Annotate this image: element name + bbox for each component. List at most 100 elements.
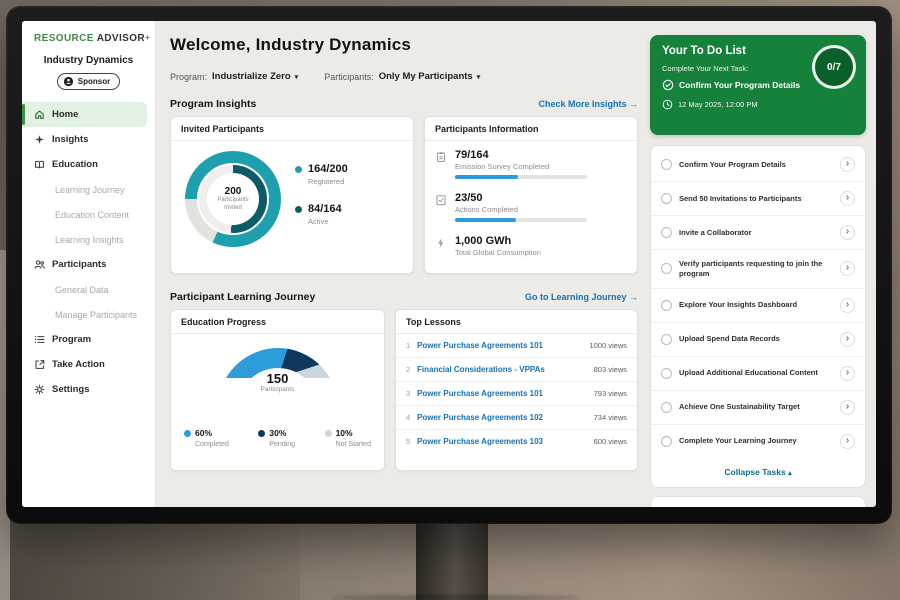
lesson-link[interactable]: Financial Considerations - VPPAs (417, 365, 545, 374)
task-checkbox[interactable] (661, 159, 672, 170)
task-label: Verify participants requesting to join t… (679, 259, 823, 278)
task-row[interactable]: Achieve One Sustainability Target › (651, 391, 865, 425)
legend-label: Not Started (335, 441, 371, 448)
lesson-row[interactable]: 2 Financial Considerations - VPPAs 803 v… (396, 358, 637, 382)
task-label: Explore Your Insights Dashboard (679, 300, 798, 310)
lesson-row[interactable]: 1 Power Purchase Agreements 101 1000 vie… (396, 334, 637, 358)
stat-value: 1,000 GWh (455, 235, 512, 247)
todo-due: 12 May 2025, 12:00 PM (662, 99, 854, 110)
participants-filter-select[interactable]: Only My Participants ▾ (379, 71, 481, 82)
task-row[interactable]: Confirm Your Program Details › (651, 148, 865, 182)
sidebar-item-program[interactable]: Program (22, 327, 155, 352)
sidebar-item-education[interactable]: Education (22, 152, 155, 177)
program-insights-title: Program Insights (170, 98, 257, 110)
participants-filter-label: Participants: (324, 71, 374, 82)
lesson-views: 803 views (593, 365, 627, 374)
task-checkbox[interactable] (661, 435, 672, 447)
education-icon (35, 160, 44, 169)
task-checkbox[interactable] (661, 299, 672, 311)
filters-bar: Program: Industrialize Zero ▾ Participan… (170, 71, 480, 82)
lesson-row[interactable]: 3 Power Purchase Agreements 101 793 view… (396, 382, 637, 406)
participants-icon (34, 260, 45, 269)
stat-label: Actions Completed (455, 205, 518, 214)
donut-center: 200 Participants Invited (207, 173, 259, 225)
legend-label: Completed (195, 441, 229, 448)
sidebar-item-general-data[interactable]: General Data (22, 277, 155, 302)
task-checkbox[interactable] (661, 263, 672, 275)
sidebar-item-education-content[interactable]: Education Content (22, 202, 155, 227)
task-checkbox[interactable] (661, 333, 672, 345)
chevron-right-icon[interactable]: › (840, 297, 855, 313)
chevron-right-icon[interactable]: › (840, 433, 855, 449)
task-checkbox[interactable] (661, 401, 672, 413)
task-row[interactable]: Invite a Collaborator › (651, 216, 865, 250)
task-row[interactable]: Upload Spend Data Records › (651, 323, 865, 357)
sidebar-item-label: Take Action (52, 359, 105, 370)
participants-information-card: Participants Information 79/164 Emission… (424, 116, 638, 274)
chevron-right-icon[interactable]: › (840, 261, 855, 277)
sidebar-item-settings[interactable]: Settings (22, 377, 155, 402)
chevron-down-icon: ▾ (294, 73, 299, 81)
lesson-row[interactable]: 5 Power Purchase Agreements 103 600 view… (396, 430, 637, 453)
chevron-right-icon[interactable]: › (840, 365, 855, 381)
check-more-insights-link[interactable]: Check More Insights → (538, 99, 638, 109)
sidebar-item-manage-participants[interactable]: Manage Participants (22, 302, 155, 327)
chevron-right-icon[interactable]: › (840, 331, 855, 347)
task-checkbox[interactable] (661, 227, 672, 238)
go-to-learning-journey-link[interactable]: Go to Learning Journey → (525, 292, 638, 302)
task-row[interactable]: Explore Your Insights Dashboard › (651, 289, 865, 323)
arrow-right-icon: → (629, 292, 638, 302)
lesson-link[interactable]: Power Purchase Agreements 102 (417, 413, 543, 422)
chevron-right-icon[interactable]: › (840, 225, 855, 240)
task-row[interactable]: Upload Additional Educational Content › (651, 357, 865, 391)
arrow-right-icon: → (629, 99, 638, 109)
brand-logo: RESOURCE ADVISOR+ (22, 21, 155, 46)
sidebar-item-participants[interactable]: Participants (22, 252, 155, 277)
sponsor-badge[interactable]: Sponsor (56, 73, 121, 90)
chevron-right-icon[interactable]: › (840, 191, 855, 206)
stat-label: Emission Survey Completed (455, 162, 550, 171)
task-row[interactable]: Complete Your Learning Journey › (651, 425, 865, 458)
go-to-learning-journey-label: Go to Learning Journey (524, 292, 627, 302)
todo-next-task[interactable]: Confirm Your Program Details (662, 79, 812, 91)
sidebar-item-home[interactable]: Home (22, 102, 147, 127)
program-filter-value: Industrialize Zero (212, 71, 291, 82)
stat-emission-survey: 79/164 Emission Survey Completed (425, 141, 637, 184)
sidebar-item-insights[interactable]: Insights (22, 127, 155, 152)
task-row[interactable]: Send 50 Invitations to Participants › (651, 182, 865, 216)
page-title: Welcome, Industry Dynamics (170, 35, 412, 54)
legend-pending: 30% Pending (258, 428, 295, 448)
progress-bar-fill (455, 175, 519, 179)
sidebar: RESOURCE ADVISOR+ Industry Dynamics Spon… (22, 21, 156, 507)
task-label: Invite a Collaborator (679, 227, 752, 237)
sidebar-item-learning-journey[interactable]: Learning Journey (22, 177, 155, 202)
stat-value: 23/50 (455, 192, 483, 204)
task-checkbox[interactable] (661, 193, 672, 204)
registered-label: Registered (308, 177, 345, 186)
chevron-right-icon[interactable]: › (840, 399, 855, 415)
chevron-right-icon[interactable]: › (840, 157, 855, 172)
sidebar-item-learning-insights[interactable]: Learning Insights (22, 227, 155, 252)
program-icon (34, 336, 45, 343)
collapse-tasks-label: Collapse Tasks (724, 466, 786, 477)
program-filter-select[interactable]: Industrialize Zero ▾ (212, 71, 298, 82)
sidebar-item-take-action[interactable]: Take Action (22, 352, 155, 377)
task-row[interactable]: Verify participants requesting to join t… (651, 250, 865, 289)
active-dot-icon (295, 205, 302, 213)
sidebar-item-label: Learning Insights (55, 234, 124, 245)
task-checkbox[interactable] (661, 367, 672, 379)
participants-filter-value: Only My Participants (378, 71, 473, 82)
lesson-row[interactable]: 4 Power Purchase Agreements 102 734 view… (396, 406, 637, 430)
sidebar-item-label: Settings (52, 384, 90, 395)
stand-shadow (330, 596, 580, 600)
lesson-rank: 1 (406, 341, 411, 350)
invited-participants-donut-chart: 200 Participants Invited (185, 151, 281, 247)
lesson-link[interactable]: Power Purchase Agreements 101 (417, 341, 543, 350)
progress-bar (455, 218, 587, 222)
lesson-link[interactable]: Power Purchase Agreements 103 (417, 437, 543, 446)
collapse-tasks-link[interactable]: Collapse Tasks ▴ (651, 458, 865, 485)
gauge-value: 150 (266, 371, 289, 386)
lesson-link[interactable]: Power Purchase Agreements 101 (417, 389, 543, 398)
gauge-center: 150 Participants (218, 371, 338, 393)
wall-highlight (0, 250, 10, 600)
